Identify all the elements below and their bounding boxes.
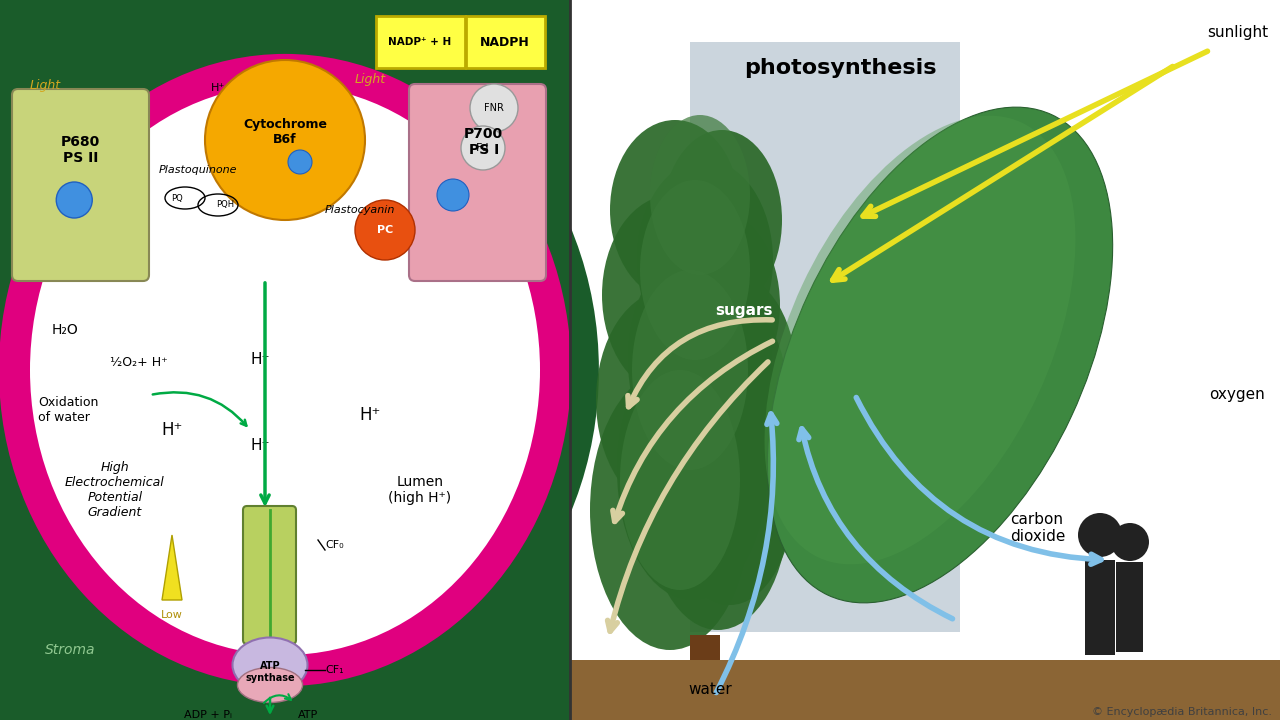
Text: Light: Light [355,73,387,86]
Text: H⁺: H⁺ [161,421,183,439]
Text: oxygen: oxygen [1210,387,1265,402]
FancyBboxPatch shape [243,506,296,644]
Circle shape [355,200,415,260]
Text: Lumen
(high H⁺): Lumen (high H⁺) [388,475,452,505]
Ellipse shape [611,120,740,300]
Text: water: water [689,683,732,698]
Ellipse shape [617,340,767,600]
Ellipse shape [673,275,797,485]
Text: carbon
dioxide: carbon dioxide [1010,512,1065,544]
Ellipse shape [596,290,740,510]
Text: Plastoquinone: Plastoquinone [159,165,237,175]
Ellipse shape [238,667,302,703]
Ellipse shape [637,160,773,360]
Text: PQH: PQH [216,200,234,210]
Bar [570,0,1280,720]
Text: H⁺: H⁺ [360,406,380,424]
Bar [570,660,1280,720]
Bar [0,0,570,720]
Ellipse shape [650,210,780,400]
Text: Low: Low [161,610,183,620]
Ellipse shape [620,370,740,590]
Ellipse shape [662,130,782,310]
Text: FNR: FNR [484,103,504,113]
Bar [690,635,719,690]
Circle shape [436,179,468,211]
Bar [1116,562,1143,652]
Text: NADPH: NADPH [480,35,530,48]
Ellipse shape [650,115,750,275]
Ellipse shape [602,195,742,395]
Bar [690,42,960,632]
Text: H⁺: H⁺ [251,438,270,452]
Text: sunlight: sunlight [1207,24,1268,40]
Text: Oxidation
of water: Oxidation of water [38,396,99,424]
Ellipse shape [652,290,788,510]
Text: Stroma: Stroma [45,643,96,657]
Text: PQ: PQ [172,194,183,202]
Text: Plastocyanin: Plastocyanin [325,205,396,215]
Text: H⁺: H⁺ [211,83,225,93]
Text: P680
PS II: P680 PS II [61,135,100,165]
Ellipse shape [764,116,1075,564]
FancyBboxPatch shape [466,16,545,68]
Text: Cytochrome
B6f: Cytochrome B6f [243,118,326,146]
Ellipse shape [590,370,750,650]
Circle shape [461,126,506,170]
Polygon shape [163,535,182,600]
Circle shape [205,60,365,220]
Text: PC: PC [376,225,393,235]
Ellipse shape [666,375,795,605]
Text: H₂O: H₂O [52,323,79,337]
Text: CF₁: CF₁ [325,665,343,675]
Text: H⁺: H⁺ [251,353,270,367]
Ellipse shape [767,107,1112,603]
FancyBboxPatch shape [12,89,148,281]
Ellipse shape [648,390,788,630]
Text: High
Electrochemical
Potential
Gradient: High Electrochemical Potential Gradient [65,461,165,519]
Ellipse shape [233,637,307,693]
Text: ATP: ATP [298,710,319,720]
FancyBboxPatch shape [376,16,465,68]
Ellipse shape [632,270,748,470]
Ellipse shape [640,180,750,360]
Text: P700
PS I: P700 PS I [465,127,503,157]
Circle shape [470,84,518,132]
Text: ATP
synthase: ATP synthase [246,661,294,683]
Text: ADP + Pᵢ: ADP + Pᵢ [184,710,232,720]
Circle shape [1078,513,1123,557]
Circle shape [1111,523,1149,561]
FancyBboxPatch shape [410,84,547,281]
Text: © Encyclopædia Britannica, Inc.: © Encyclopædia Britannica, Inc. [1092,707,1272,717]
Text: ½O₂+ H⁺: ½O₂+ H⁺ [110,356,168,369]
Text: CF₀: CF₀ [325,540,343,550]
Text: photosynthesis: photosynthesis [744,58,936,78]
Circle shape [288,150,312,174]
Circle shape [56,182,92,218]
Ellipse shape [628,245,772,475]
Text: Light: Light [29,78,61,91]
Ellipse shape [29,85,540,655]
Bar [1085,560,1115,655]
Text: NADP⁺ + H: NADP⁺ + H [388,37,452,47]
Text: sugars: sugars [716,302,773,318]
Text: Fd: Fd [476,143,490,153]
